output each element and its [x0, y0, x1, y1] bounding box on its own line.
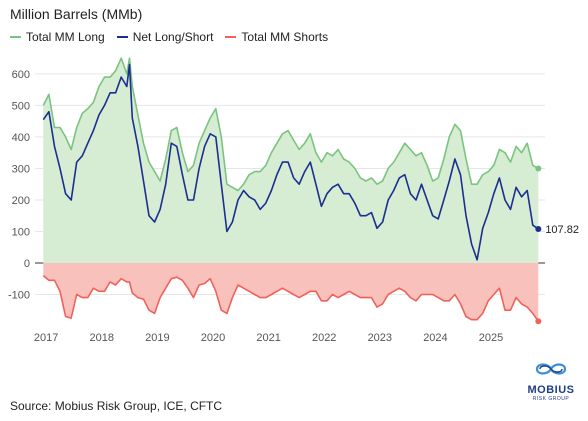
area-total-mm-long — [43, 58, 539, 264]
x-tick-label: 2017 — [34, 332, 58, 344]
y-tick-label: 300 — [12, 163, 30, 175]
legend-swatch-net — [116, 36, 128, 38]
legend-item-long[interactable]: Total MM Long — [10, 30, 105, 44]
x-tick-label: 2020 — [201, 332, 225, 344]
legend-label-shorts: Total MM Shorts — [241, 30, 329, 44]
x-tick-label: 2024 — [423, 332, 447, 344]
line-net-long-short — [42, 63, 539, 261]
legend-item-net[interactable]: Net Long/Short — [116, 30, 214, 44]
y-tick-label: 100 — [12, 226, 30, 238]
series-lines — [42, 57, 539, 322]
logo-subtitle: RISK GROUP — [532, 396, 570, 402]
chart-title: Million Barrels (MMb) — [10, 6, 143, 22]
source-note: Source: Mobius Risk Group, ICE, CFTC — [10, 399, 223, 413]
y-tick-label: 0 — [24, 258, 30, 270]
y-tick-label: 400 — [12, 132, 30, 144]
y-tick-label: -100 — [8, 289, 30, 301]
end-marker-shorts — [535, 318, 542, 325]
legend-swatch-shorts — [225, 36, 237, 38]
legend-swatch-long — [10, 36, 21, 38]
x-tick-label: 2022 — [312, 332, 336, 344]
x-tick-label: 2018 — [89, 332, 113, 344]
end-markers: 107.82 — [535, 165, 579, 325]
mobius-logo-icon — [535, 363, 567, 375]
x-tick-label: 2021 — [256, 332, 280, 344]
legend-label-long: Total MM Long — [26, 30, 105, 44]
mobius-logo: MOBIUS RISK GROUP — [520, 360, 582, 402]
x-tick-label: 2019 — [145, 332, 169, 344]
y-tick-label: 200 — [12, 195, 30, 207]
axis-ticks: -100 0 100 200 300 400 500 600 2017 2018 2019 2020 2… — [8, 69, 503, 344]
legend: Total MM Long Net Long/Short Total MM Sh… — [10, 30, 328, 44]
y-tick-label: 500 — [12, 100, 30, 112]
x-tick-label: 2023 — [368, 332, 392, 344]
last-value-label: 107.82 — [545, 224, 579, 236]
logo-wordmark: MOBIUS — [527, 384, 575, 396]
end-marker-long — [535, 165, 542, 172]
legend-item-shorts[interactable]: Total MM Shorts — [225, 30, 328, 44]
legend-label-net: Net Long/Short — [132, 30, 214, 44]
y-tick-label: 600 — [12, 69, 30, 81]
x-tick-label: 2025 — [479, 332, 503, 344]
line-total-mm-long — [42, 57, 539, 192]
end-marker-net — [535, 225, 542, 232]
line-total-mm-shorts — [42, 274, 539, 322]
